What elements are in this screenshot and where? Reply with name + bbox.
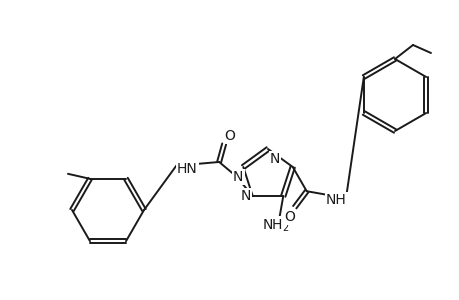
Text: N: N [269, 152, 280, 166]
Text: O: O [284, 210, 295, 224]
Text: HN: HN [177, 162, 197, 176]
Text: N: N [233, 170, 243, 184]
Text: O: O [224, 129, 235, 143]
Text: NH: NH [325, 193, 346, 207]
Text: NH$_2$: NH$_2$ [261, 218, 289, 234]
Text: N: N [240, 189, 250, 203]
